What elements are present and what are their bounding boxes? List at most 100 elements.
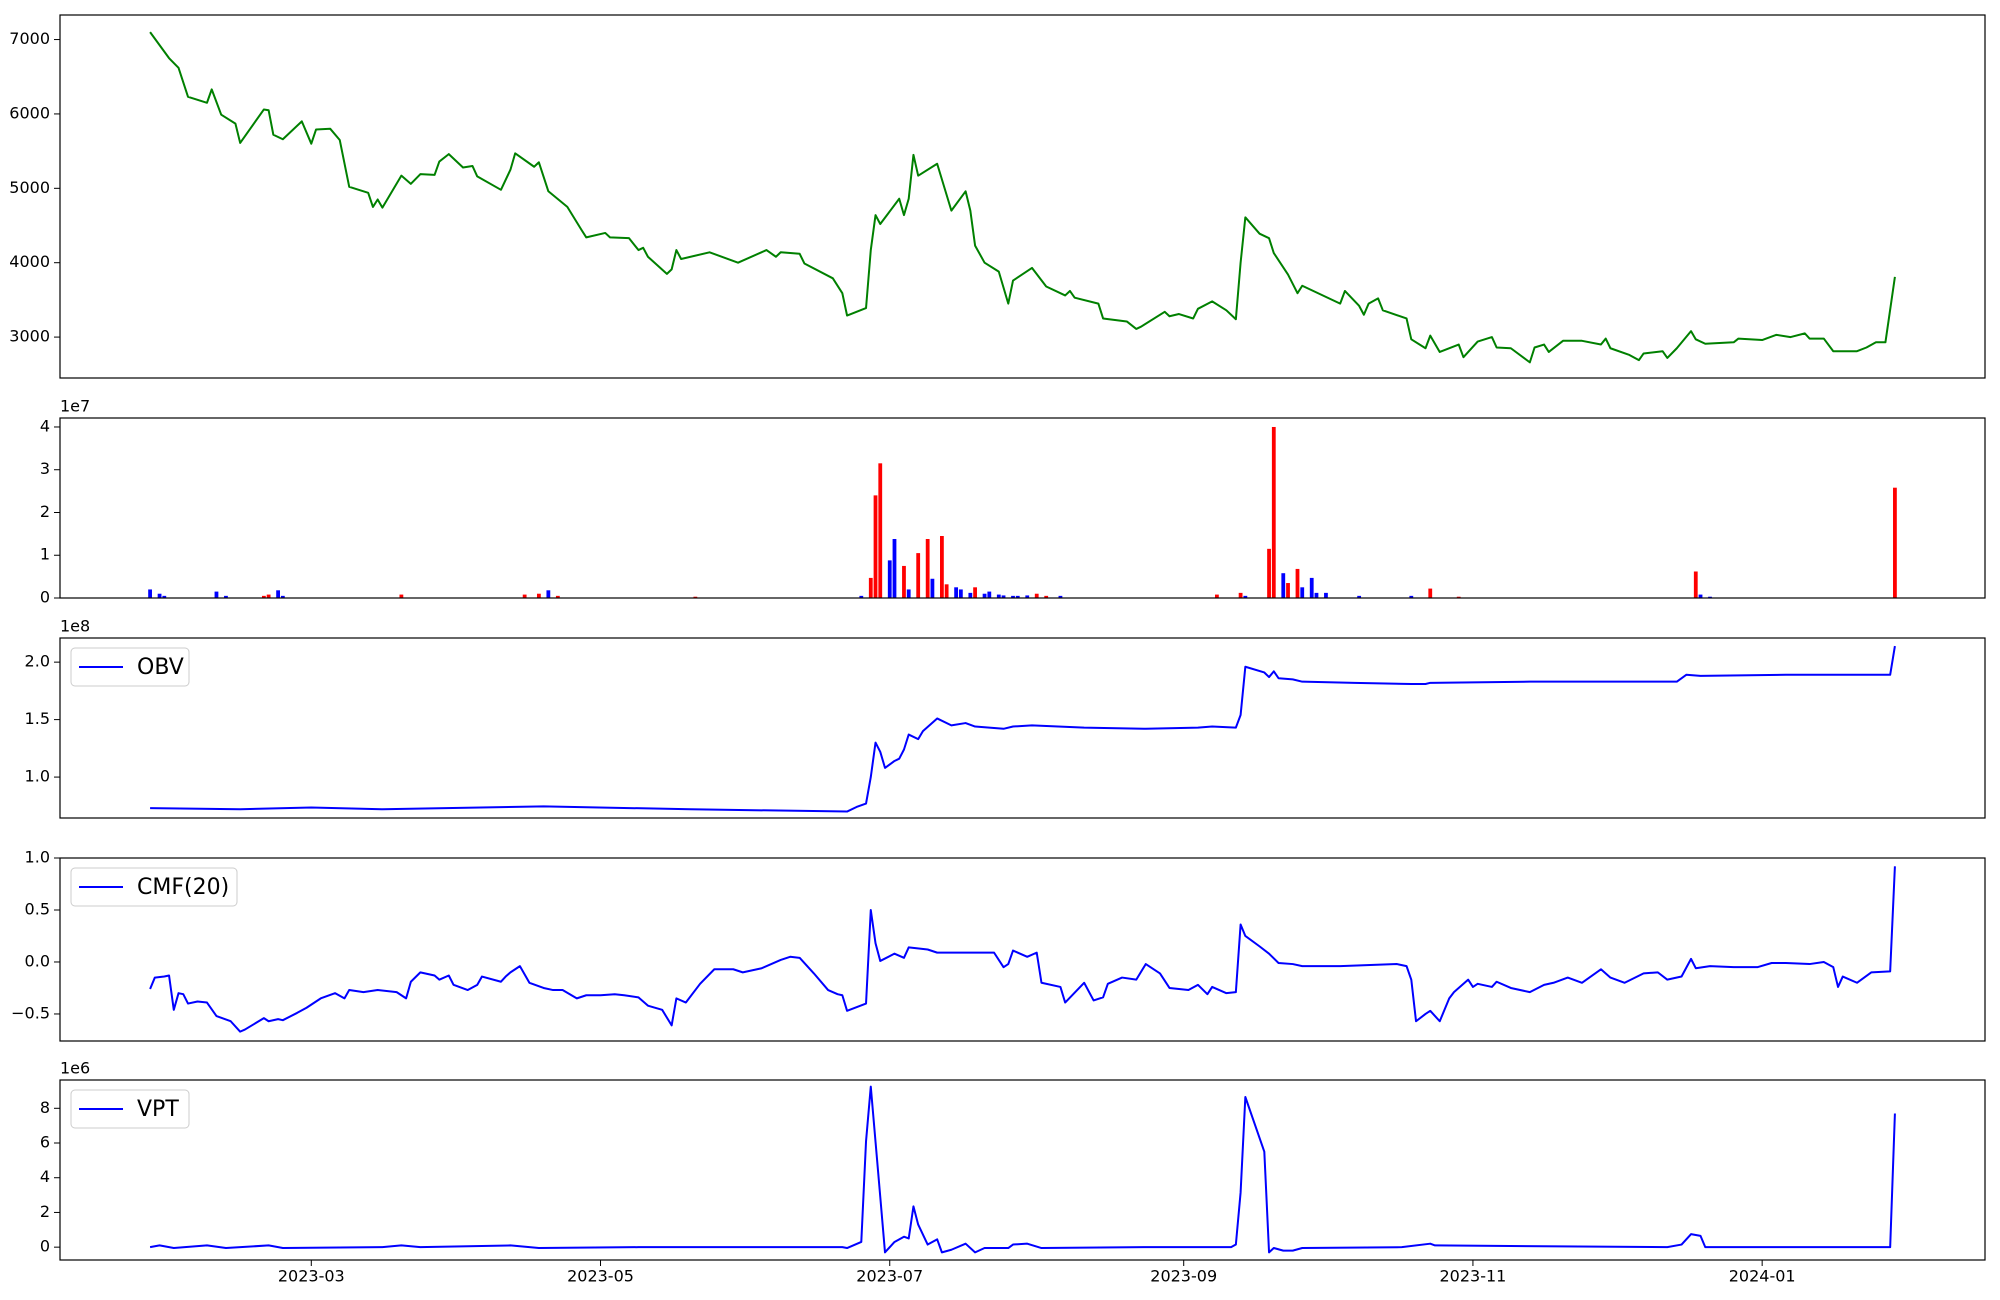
bar <box>148 589 152 598</box>
bar <box>906 589 911 598</box>
offset-label: 1e6 <box>60 1059 90 1078</box>
offset-label: 1e8 <box>60 617 90 636</box>
bar <box>958 589 963 598</box>
bar <box>878 463 883 598</box>
legend-label: CMF(20) <box>137 875 229 900</box>
bar <box>1286 583 1290 598</box>
x-tick-label: 2024-01 <box>1729 1267 1796 1286</box>
y-tick-label: 5000 <box>9 178 50 197</box>
bar <box>1314 592 1319 598</box>
bar <box>1708 596 1712 598</box>
y-tick-label: 1 <box>40 545 50 564</box>
plot-area <box>149 866 1896 1033</box>
bar <box>944 584 949 598</box>
bar <box>1300 587 1305 598</box>
legend-label: OBV <box>137 655 184 680</box>
y-tick-label: 0.5 <box>25 899 50 918</box>
y-tick-label: 3 <box>40 459 50 478</box>
axes-frame <box>59 14 1986 379</box>
bar <box>1001 595 1006 598</box>
y-tick-label: 1.5 <box>25 709 50 728</box>
bar <box>859 595 864 598</box>
bar <box>973 587 977 598</box>
bar <box>1267 548 1271 598</box>
bar <box>1893 487 1897 598</box>
y-tick-label: 4000 <box>9 252 50 271</box>
bar <box>546 590 551 598</box>
axes-frame <box>59 417 1986 599</box>
y-tick-label: 1.0 <box>25 848 50 867</box>
data-line <box>149 31 1896 364</box>
y-tick-label: 0.0 <box>25 951 50 970</box>
bar <box>1058 595 1063 598</box>
bar <box>925 538 930 598</box>
axes-frame <box>59 637 1986 819</box>
bar <box>892 538 897 598</box>
panel: 0 2 4 6 8 2023-03 2023-05 2023-07 2023-09 2023-11… <box>40 1059 1986 1286</box>
bar <box>1011 595 1015 598</box>
bar <box>868 577 873 598</box>
data-line <box>149 1085 1896 1254</box>
bar <box>693 596 698 598</box>
bar <box>1281 573 1286 598</box>
panel: 1.0 1.5 2.0 1e8 OBV <box>25 617 1986 819</box>
bar <box>1238 592 1243 598</box>
plot-area <box>149 31 1896 364</box>
legend-box <box>70 1089 190 1129</box>
y-tick-label: 6000 <box>9 103 50 122</box>
x-tick-label: 2023-05 <box>567 1267 634 1286</box>
bar <box>940 536 944 598</box>
bar <box>1309 577 1314 598</box>
bar <box>1357 595 1362 598</box>
bar <box>1044 595 1049 598</box>
legend-box <box>70 647 190 687</box>
bar <box>224 595 228 598</box>
y-tick-label: 0 <box>40 588 50 607</box>
bar <box>276 590 280 598</box>
axes-frame <box>59 857 1986 1042</box>
bar <box>873 495 878 598</box>
bar <box>887 560 892 598</box>
bar <box>930 578 935 598</box>
x-tick-label: 2023-11 <box>1440 1267 1507 1286</box>
y-tick-label: 7000 <box>9 29 50 48</box>
bar <box>1243 595 1248 598</box>
data-line <box>149 866 1896 1033</box>
bar <box>1271 426 1276 598</box>
plot-area <box>149 1085 1896 1254</box>
y-tick-label: 4 <box>40 416 50 435</box>
bar <box>916 553 921 598</box>
plot-area <box>148 426 1897 598</box>
bar <box>555 595 560 598</box>
bar <box>522 594 527 598</box>
bar <box>1428 588 1433 598</box>
bar <box>982 593 987 598</box>
bar <box>1324 592 1328 598</box>
bar <box>1215 594 1219 598</box>
bar <box>954 587 959 598</box>
legend: CMF(20) <box>70 867 238 907</box>
plot-area <box>150 645 1896 813</box>
bar <box>1034 593 1039 598</box>
bar <box>214 591 219 598</box>
bar <box>536 593 541 598</box>
axes-frame <box>59 1079 1986 1261</box>
bar <box>1409 595 1414 598</box>
panel: 3000 4000 5000 6000 7000 <box>9 14 1986 379</box>
panel: −0.5 0.0 0.5 1.0 CMF(20) <box>11 848 1986 1042</box>
bar <box>1025 595 1030 598</box>
data-line <box>150 645 1896 813</box>
bar <box>157 593 162 598</box>
y-tick-label: 2.0 <box>25 652 50 671</box>
legend: OBV <box>70 647 190 687</box>
bar <box>902 565 906 598</box>
y-tick-label: 1.0 <box>25 767 50 786</box>
bar <box>261 595 266 598</box>
x-tick-label: 2023-09 <box>1150 1267 1217 1286</box>
legend: VPT <box>70 1089 190 1129</box>
bar <box>1693 571 1698 598</box>
bar <box>399 594 404 598</box>
x-tick-label: 2023-03 <box>278 1267 345 1286</box>
legend-label: VPT <box>137 1097 179 1122</box>
